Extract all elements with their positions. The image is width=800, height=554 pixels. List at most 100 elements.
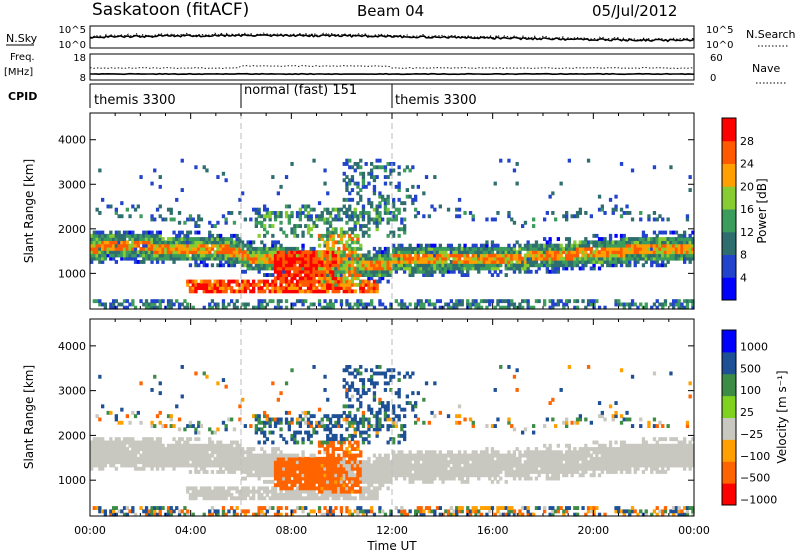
power-bin	[669, 230, 673, 235]
velocity-bin	[136, 466, 140, 471]
power-bin	[452, 260, 456, 264]
velocity-bin	[320, 456, 324, 461]
velocity-bin	[276, 483, 280, 488]
power-bin	[320, 282, 324, 287]
noise-sky-trace	[89, 33, 695, 43]
power-bin	[219, 240, 223, 245]
power-bin	[202, 282, 206, 287]
power-bin	[595, 240, 599, 245]
power-bin	[518, 266, 522, 271]
power-bin	[435, 256, 440, 261]
velocity-bin	[309, 486, 313, 491]
power-bin	[263, 305, 267, 310]
velocity-bin	[337, 496, 341, 501]
power-bin	[150, 181, 154, 186]
power-bin	[348, 282, 352, 287]
power-bin	[359, 253, 363, 258]
power-bin	[636, 256, 640, 261]
velocity-bin	[177, 437, 182, 442]
velocity-bin	[370, 424, 374, 428]
power-bin	[438, 256, 442, 261]
power-bin	[548, 305, 552, 310]
power-bin	[334, 230, 338, 235]
power-bin	[482, 299, 486, 304]
power-bin	[433, 175, 437, 179]
velocity-bin	[155, 437, 160, 442]
velocity-bin	[202, 512, 206, 517]
power-bin	[680, 253, 684, 258]
power-bin	[361, 302, 366, 307]
power-bin	[106, 250, 110, 255]
velocity-bin	[169, 414, 173, 419]
power-bin	[199, 282, 204, 287]
velocity-bin	[101, 450, 105, 455]
power-bin	[287, 273, 291, 277]
velocity-bin	[221, 447, 226, 451]
power-bin	[144, 302, 149, 307]
power-bin	[400, 217, 404, 222]
power-bin	[537, 256, 541, 261]
velocity-bin	[353, 433, 357, 438]
velocity-bin	[381, 424, 385, 428]
velocity-bin	[312, 493, 316, 497]
velocity-bin	[273, 456, 278, 461]
power-bin	[444, 263, 448, 268]
power-bin	[219, 237, 223, 241]
power-bin	[457, 207, 462, 212]
power-bin	[424, 273, 429, 277]
velocity-bin	[389, 473, 393, 478]
power-bin	[361, 207, 366, 212]
power-bin	[265, 302, 269, 307]
velocity-bin	[293, 463, 297, 468]
velocity-bin	[356, 479, 360, 484]
power-bin	[663, 246, 668, 251]
noise-search-label: N.Search	[746, 28, 796, 41]
velocity-bin	[131, 509, 135, 514]
power-bin	[559, 243, 563, 248]
power-bin	[334, 256, 338, 261]
velocity-bin	[224, 384, 228, 389]
velocity-bin	[194, 371, 198, 376]
power-bin	[394, 256, 398, 261]
power-bin	[153, 253, 157, 258]
velocity-bin	[356, 420, 360, 425]
velocity-bin	[397, 509, 401, 514]
velocity-bin	[298, 424, 302, 428]
velocity-bin	[235, 466, 239, 471]
velocity-bin	[414, 460, 418, 465]
velocity-bin	[257, 496, 261, 501]
velocity-bin	[227, 450, 231, 455]
power-bin	[460, 250, 464, 255]
velocity-bin	[295, 476, 300, 481]
power-bin	[372, 217, 377, 222]
power-bin	[150, 305, 154, 310]
velocity-bin	[210, 496, 215, 501]
power-bin	[315, 250, 319, 255]
power-bin	[276, 269, 280, 274]
velocity-bin	[312, 466, 316, 471]
power-bin	[257, 246, 261, 251]
power-bin	[158, 305, 162, 310]
power-bin	[345, 246, 349, 251]
power-bin	[230, 289, 234, 294]
power-bin	[153, 217, 157, 222]
velocity-bin	[383, 479, 388, 484]
power-bin	[361, 286, 366, 290]
power-bin	[630, 256, 635, 261]
velocity-bin	[359, 420, 363, 425]
velocity-bin	[328, 420, 333, 425]
power-bin	[370, 201, 374, 206]
velocity-bin	[202, 450, 206, 455]
power-bin	[293, 230, 297, 235]
power-bin	[257, 299, 261, 304]
power-bin	[400, 263, 404, 268]
power-bin	[364, 224, 368, 228]
velocity-bin	[326, 447, 330, 451]
velocity-bin	[194, 427, 198, 432]
velocity-bin	[95, 440, 99, 445]
power-bin	[685, 253, 690, 258]
velocity-bin	[122, 447, 127, 451]
power-bin	[356, 302, 360, 307]
power-bin	[205, 279, 209, 284]
velocity-bin	[334, 447, 338, 451]
